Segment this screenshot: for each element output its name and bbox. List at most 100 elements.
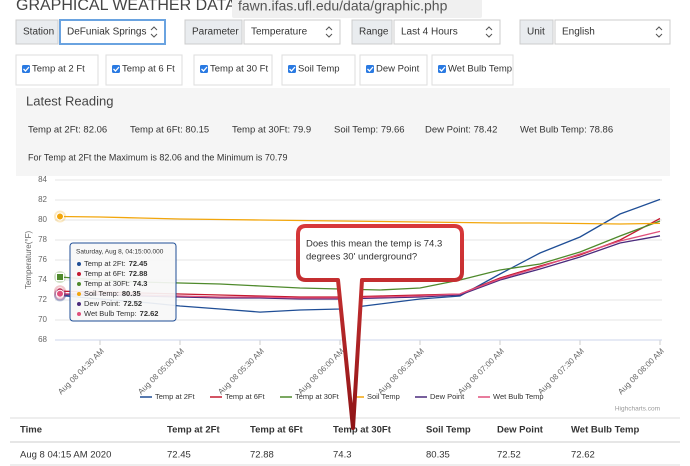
tooltip-dot: [77, 262, 81, 266]
y-tick-label: 72: [38, 295, 47, 304]
reading: Temp at 30Ft: 79.9: [232, 125, 311, 136]
readings: Temp at 2Ft: 82.06 Temp at 6Ft: 80.15 Temp…: [28, 125, 613, 136]
tooltip-dot: [77, 302, 81, 306]
select-arrow: [325, 26, 333, 38]
annotation: Does this mean the temp is 74.3 degrees 3…: [296, 224, 464, 430]
table-header: Temp at 6Ft: [250, 425, 303, 436]
tooltip-item: Temp at 2Ft: 72.45: [84, 259, 147, 268]
select-value: English: [562, 27, 595, 38]
credit: Highcharts.com: [615, 406, 660, 413]
y-tick-label: 76: [38, 255, 47, 264]
check: [23, 66, 30, 72]
controls: Station DeFuniak Springs Parameter Temperat…: [15, 19, 671, 45]
table: Time Temp at 2Ft Temp at 6Ft Temp at 30Ft So…: [10, 417, 680, 466]
table-header: Temp at 30Ft: [333, 425, 392, 436]
select-value: Last 4 Hours: [401, 27, 458, 38]
table-header: Time: [20, 425, 42, 436]
tooltip-label: Dew Point:: [84, 299, 120, 308]
check: [201, 66, 208, 72]
checkbox[interactable]: [438, 65, 446, 73]
series-line: [59, 215, 661, 225]
y-tick-label: 70: [38, 315, 47, 324]
select-arrow: [655, 26, 663, 38]
hover-marker: [56, 289, 64, 298]
table-cell: 72.52: [497, 450, 521, 461]
y-tick-label: 84: [38, 175, 47, 184]
checkbox[interactable]: [112, 65, 120, 73]
checkbox[interactable]: [366, 65, 374, 73]
url-box: [232, 0, 482, 18]
annotation-text: Does this mean the temp is 74.3: [306, 239, 442, 250]
control-label-box: [519, 19, 554, 45]
page-title: GRAPHICAL WEATHER DATA: [16, 0, 236, 14]
reading: Soil Temp: 79.66: [334, 125, 405, 136]
control-label: Station: [23, 27, 54, 38]
control-label: Range: [359, 27, 389, 38]
y-tick-label: 74: [38, 275, 47, 284]
table-cell: 74.3: [333, 450, 352, 461]
tooltip-title: Saturday, Aug 8, 04:15:00.000: [76, 249, 164, 256]
tooltip-label: Wet Bulb Temp:: [84, 309, 137, 318]
control-label: Parameter: [192, 27, 239, 38]
table-cell: 80.35: [426, 450, 450, 461]
select-arrow: [485, 26, 493, 38]
tooltip-label: Temp at 2Ft:: [84, 259, 126, 268]
control-label: Unit: [527, 27, 545, 38]
select[interactable]: [243, 19, 341, 45]
tooltip-dot: [77, 312, 81, 316]
tooltip-dot: [77, 282, 81, 286]
select[interactable]: [59, 19, 166, 45]
check: [289, 66, 296, 72]
tooltip-dot: [77, 292, 81, 296]
legend-label: Wet Bulb Temp: [493, 392, 544, 401]
check: [367, 66, 374, 72]
legend-label: Temp at 30Ft: [295, 392, 340, 401]
tooltip: [69, 242, 177, 322]
table-header: Wet Bulb Temp: [571, 425, 639, 436]
tooltip-item: Temp at 6Ft: 72.88: [84, 269, 147, 278]
tooltip-label: Soil Temp:: [84, 289, 119, 298]
checkboxes: Temp at 2 Ft Temp at 6 Ft Temp at 30 Ft Soi…: [15, 54, 514, 86]
tooltip-value: 72.52: [123, 299, 142, 308]
select[interactable]: [554, 19, 671, 45]
y-tick-label: 78: [38, 235, 47, 244]
legend-label: Temp at 6Ft: [225, 392, 266, 401]
tooltip-item: Soil Temp: 80.35: [84, 289, 141, 298]
legend-label: Soil Temp: [367, 392, 400, 401]
tooltip-item: Wet Bulb Temp: 72.62: [84, 309, 158, 318]
checkbox-label: Temp at 30 Ft: [210, 64, 268, 75]
tooltip-value: 80.35: [122, 289, 141, 298]
checkbox[interactable]: [22, 65, 30, 73]
select-value: DeFuniak Springs: [67, 27, 146, 38]
y-tick-label: 82: [38, 195, 47, 204]
hover-marker: [56, 273, 64, 281]
tooltip-dot: [77, 272, 81, 276]
table-cell: Aug 8 04:15 AM 2020: [20, 450, 111, 461]
annotation-text: degrees 30' underground?: [306, 252, 417, 263]
summary: For Temp at 2Ft the Maximum is 82.06 and…: [28, 152, 287, 162]
legend-label: Temp at 2Ft: [155, 392, 196, 401]
checkbox[interactable]: [200, 65, 208, 73]
reading: Temp at 6Ft: 80.15: [130, 125, 209, 136]
callout-body: [300, 228, 460, 278]
check: [439, 66, 446, 72]
legend-label: Dew Point: [430, 392, 465, 401]
y-tick-label: 80: [38, 215, 47, 224]
tooltip-item: Dew Point: 72.52: [84, 299, 142, 308]
url: fawn.ifas.ufl.edu/data/graphic.php: [238, 0, 448, 14]
tooltip-value: 72.88: [129, 269, 148, 278]
latest-title: Latest Reading: [26, 93, 113, 108]
control-label-box: [15, 19, 59, 45]
latest-panel: [16, 88, 670, 176]
checkbox-label: Wet Bulb Temp: [448, 64, 512, 75]
tooltip-label: Temp at 30Ft:: [84, 279, 130, 288]
hover-marker: [56, 212, 64, 221]
checkbox-label: Soil Temp: [298, 64, 340, 75]
table-header: Dew Point: [497, 425, 544, 436]
tooltip-item: Temp at 30Ft: 74.3: [84, 279, 147, 288]
y-axis-label: Temperature(°F): [24, 231, 33, 290]
checkbox[interactable]: [288, 65, 296, 73]
select[interactable]: [393, 19, 501, 45]
